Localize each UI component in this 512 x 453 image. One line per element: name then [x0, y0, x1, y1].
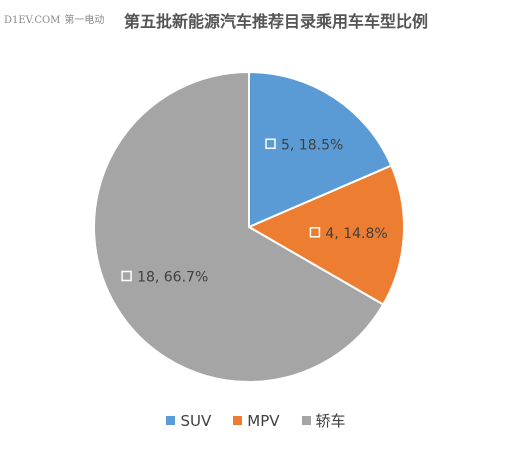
data-label-MPV: 4, 14.8% [325, 226, 387, 242]
watermark-label: 第一电动 [64, 15, 105, 26]
legend-label: 轿车 [315, 412, 346, 430]
pie-slice-SUV [248, 70, 393, 229]
legend-label: MPV [247, 411, 280, 430]
legend-item-MPV: MPV [233, 410, 280, 431]
chart-legend: SUV MPV 轿车 [0, 410, 512, 431]
watermark-site: D1EV.COM [4, 15, 61, 26]
legend-swatch [166, 416, 176, 425]
data-label-marker [265, 138, 276, 150]
legend-item-轿车: 轿车 [301, 410, 346, 431]
chart-title: 第五批新能源汽车推荐目录乘用车车型比例 [123, 12, 428, 31]
pie-slice-MPV [246, 164, 405, 306]
data-label-marker [121, 270, 132, 282]
legend-swatch [301, 416, 311, 425]
data-label-marker [309, 227, 321, 238]
legend-item-SUV: SUV [166, 410, 211, 431]
data-label-轿车: 18, 66.7% [137, 270, 208, 286]
watermark: D1EV.COM 第一电动 [4, 11, 104, 26]
data-label-SUV: 5, 18.5% [281, 137, 343, 153]
legend-swatch [233, 416, 243, 425]
legend-label: SUV [180, 411, 212, 430]
pie-slice-轿车 [93, 70, 385, 383]
